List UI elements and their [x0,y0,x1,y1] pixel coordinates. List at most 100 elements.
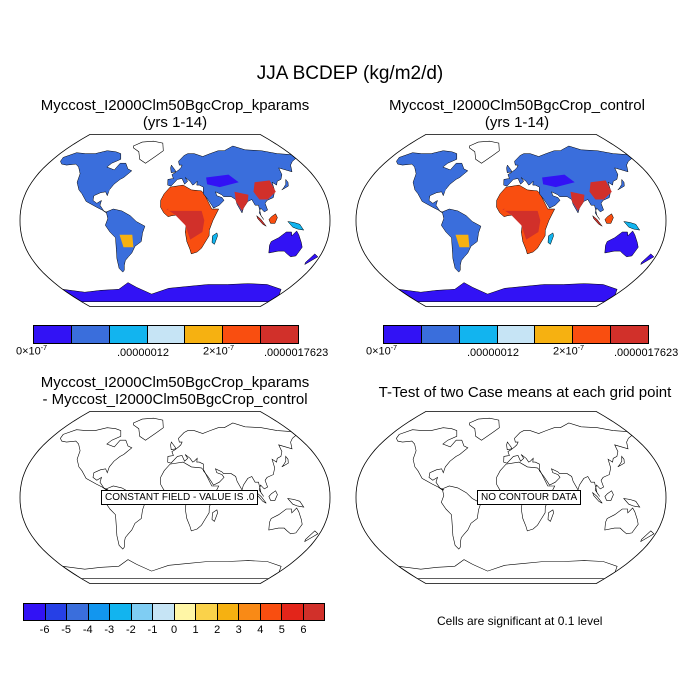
landmass-australia [604,230,639,258]
deposition-region [166,205,208,211]
colorbar-swatch [223,326,262,343]
colorbar-swatch [535,326,574,343]
landmass-eurasia [503,422,633,497]
landmass-sumatraBorneo [256,214,267,227]
colorbar-swatch [239,604,261,620]
landmass-australia [268,230,303,258]
map-outline [19,134,331,307]
deposition-region [416,174,450,192]
landmass-northAmerica [396,427,469,491]
landmass-southAmerica [440,485,482,550]
deposition-region [119,234,134,248]
landmass-uk [506,441,513,451]
landmass-greenland [133,417,164,441]
landmass-madagascar [547,509,554,522]
colorbar-swatch [282,604,304,620]
significance-note: Cells are significant at 0.1 level [437,614,603,628]
colorbar-difference-label: 4 [257,624,264,636]
colorbar-swatch [573,326,612,343]
colorbar-swatch [88,604,110,620]
deposition-region [253,180,276,200]
deposition-region [166,207,205,240]
colorbar-difference-label: -1 [147,624,158,636]
colorbar-swatch [109,326,148,343]
landmass-borneo [268,490,278,501]
panel2-title-line2: (yrs 1-14) [484,114,550,131]
colorbar-difference [23,603,325,621]
landmass-madagascar [547,232,554,245]
colorbar-swatch [303,604,324,620]
constant-field-message: CONSTANT FIELD - VALUE IS .0 [101,490,259,505]
colorbar-swatch [67,604,89,620]
map-panel-control [355,134,667,307]
colorbar-swatch [153,604,175,620]
landmass-japan [617,178,625,191]
colorbar-swatch [110,604,132,620]
colorbar-swatch [71,326,110,343]
colorbar-difference-label: -2 [125,624,136,636]
colorbar-swatch [261,326,299,343]
deposition-region [455,234,470,248]
landmass-newGuinea [287,221,305,231]
landmass-japan [281,178,289,191]
colorbar-swatch [384,326,422,343]
landmass-greenland [469,140,500,164]
landmass-nz [304,253,319,266]
colorbar-swatch [174,604,196,620]
cb1-label-2: 2×10-7 [203,345,235,358]
deposition-region [502,205,544,211]
landmass-uk [170,164,177,173]
panel2-title-line1: Myccost_I2000Clm50BgcCrop_control [389,97,645,114]
deposition-region [570,191,585,211]
landmass-antarctica [62,282,282,302]
landmass-nz [640,530,655,543]
landmass-australia [604,507,639,535]
colorbar-swatch [34,326,72,343]
colorbar-difference-label: 3 [235,624,242,636]
landmass-newGuinea [623,498,641,508]
cb2-label-0: 0×10-7 [366,345,398,358]
landmass-borneo [604,490,614,501]
no-contour-message: NO CONTOUR DATA [477,490,582,505]
landmass-sumatraBorneo [592,491,603,504]
cb2-label-1: .00000012 [467,347,519,359]
colorbar-swatch [196,604,218,620]
landmass-antarctica [398,559,618,579]
landmass-nz [640,253,655,266]
map-outline [19,411,331,584]
deposition-region [502,207,541,240]
panel1-title-line1: Myccost_I2000Clm50BgcCrop_kparams [40,97,310,114]
map-panel-kparams [19,134,331,307]
panel1-title: Myccost_I2000Clm50BgcCrop_kparams (yrs 1… [20,97,330,131]
landmass-newGuinea [623,221,641,231]
landmass-antarctica [398,282,618,302]
colorbar-difference-label: -4 [82,624,93,636]
landmass-sumatraBorneo [592,214,603,227]
landmass-japan [617,455,625,468]
landmass-antarctica [62,559,282,579]
figure-title: JJA BCDEP (kg/m2/d) [256,63,444,84]
colorbar-difference-label: 1 [192,624,199,636]
colorbar-control [383,325,649,344]
deposition-region [542,174,575,188]
landmass-northAmerica [60,427,133,491]
panel2-title: Myccost_I2000Clm50BgcCrop_control (yrs 1… [362,97,672,131]
map-panel-ttest [355,411,667,584]
landmass-newGuinea [287,498,305,508]
colorbar-swatch [45,604,67,620]
deposition-region [80,174,114,192]
colorbar-swatch [611,326,649,343]
colorbar-swatch [24,604,46,620]
colorbar-swatch [217,604,239,620]
landmass-greenland [469,417,500,441]
panel3-title-line2: - Myccost_I2000Clm50BgcCrop_control [42,391,308,408]
map-outline [355,411,667,584]
panel1-title-line2: (yrs 1-14) [142,114,208,131]
landmass-japan [281,455,289,468]
landmass-borneo [604,213,614,224]
panel3-title-line1: Myccost_I2000Clm50BgcCrop_kparams [40,374,310,391]
landmass-nz [304,530,319,543]
map-outline [355,134,667,307]
colorbar-swatch [131,604,153,620]
landmass-madagascar [211,509,218,522]
